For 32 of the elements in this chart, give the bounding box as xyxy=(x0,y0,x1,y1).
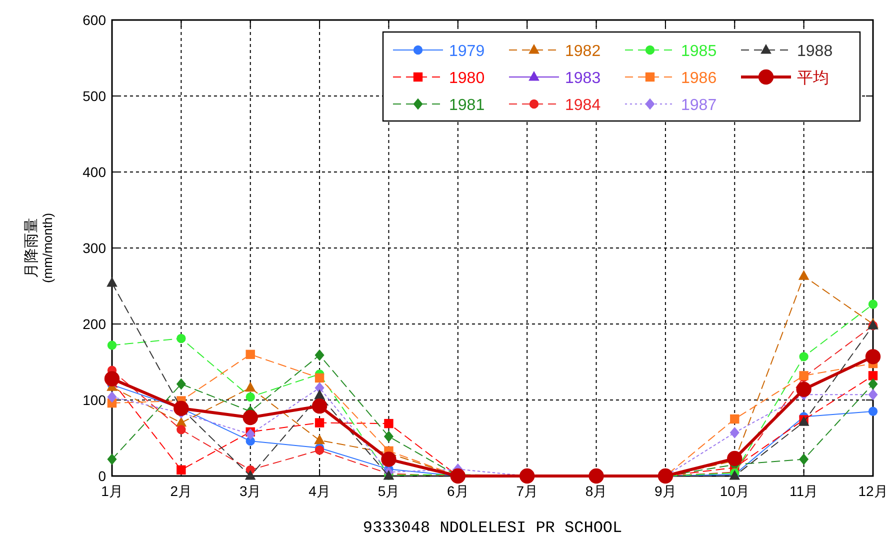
y-tick-label: 0 xyxy=(98,468,106,484)
y-tick-label: 200 xyxy=(82,316,106,332)
y-tick-label: 600 xyxy=(82,12,106,28)
y-tick-label: 100 xyxy=(82,392,106,408)
legend-label: 1985 xyxy=(681,43,717,60)
x-tick-label: 12月 xyxy=(858,483,887,499)
x-tick-label: 7月 xyxy=(516,483,538,499)
legend-label: 1988 xyxy=(797,43,833,60)
legend-label: 1986 xyxy=(681,70,717,87)
y-tick-label: 500 xyxy=(82,88,106,104)
legend-label: 1979 xyxy=(449,43,485,60)
legend-label: 1983 xyxy=(565,70,601,87)
x-tick-label: 3月 xyxy=(239,483,262,499)
legend-label: 1984 xyxy=(565,97,601,114)
x-axis-title: 9333048 NDOLELESI PR SCHOOL xyxy=(362,519,622,537)
x-tick-label: 6月 xyxy=(447,483,469,499)
x-tick-label: 2月 xyxy=(170,483,192,499)
legend-label: 平均 xyxy=(797,70,829,87)
x-tick-label: 10月 xyxy=(720,483,750,499)
legend-label: 1987 xyxy=(681,97,717,114)
x-tick-label: 1月 xyxy=(101,483,123,499)
x-tick-label: 5月 xyxy=(378,483,400,499)
legend-label: 1982 xyxy=(565,43,601,60)
y-axis-title: 月降雨量 (mm/month) xyxy=(23,212,55,284)
y-tick-label: 300 xyxy=(82,240,106,256)
y-tick-label: 400 xyxy=(82,164,106,180)
x-tick-label: 9月 xyxy=(654,483,676,499)
legend-label: 1980 xyxy=(449,70,485,87)
x-tick-label: 4月 xyxy=(308,483,330,499)
x-tick-label: 11月 xyxy=(790,483,818,499)
x-tick-label: 8月 xyxy=(585,483,608,499)
legend-label: 1981 xyxy=(449,97,485,114)
